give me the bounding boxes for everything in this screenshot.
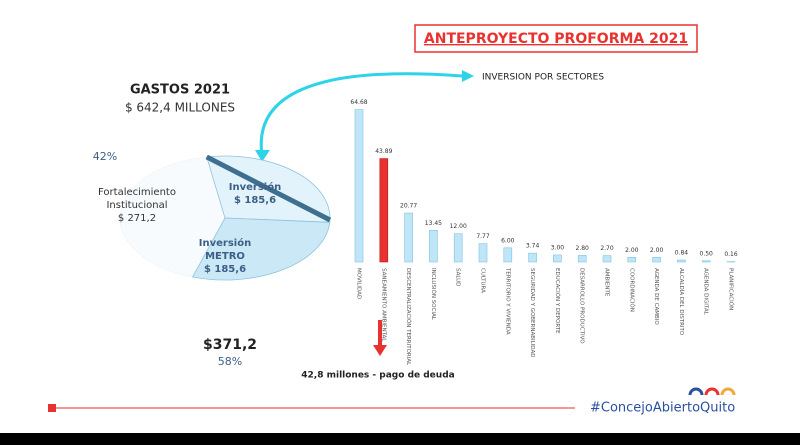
slide-title: ANTEPROYECTO PROFORMA 2021 xyxy=(424,31,688,47)
logo xyxy=(720,387,736,396)
value-label: 3.74 xyxy=(526,243,540,250)
debt-note: 42,8 millones - pago de deuda xyxy=(301,371,454,381)
pie-title: GASTOS 2021 xyxy=(130,83,230,98)
bar xyxy=(627,256,637,263)
pie-subtitle: $ 642,4 MILLONES xyxy=(125,101,235,115)
value-label: 2.80 xyxy=(576,245,590,252)
pie-slice xyxy=(191,217,331,281)
footer-marker xyxy=(48,404,56,412)
connector-arrow xyxy=(259,72,463,156)
value-label: 6.00 xyxy=(501,237,515,244)
value-label: 13.45 xyxy=(425,220,442,227)
category-label: AGENDA DIGITAL xyxy=(703,268,709,316)
bar-chart: 64.68 MOVILIDAD 43.89 SANEAMIENTO AMBIENTAL… xyxy=(350,99,737,366)
slice-divider xyxy=(205,154,332,223)
bar xyxy=(478,243,488,263)
value-label: 0.16 xyxy=(724,251,738,258)
value-label: 12.00 xyxy=(450,223,467,230)
bar xyxy=(528,252,537,263)
bottom-bar xyxy=(0,433,800,445)
bar xyxy=(429,229,438,263)
pie-chart xyxy=(119,154,332,281)
value-label: 2.70 xyxy=(600,245,614,252)
value-label: 2.00 xyxy=(650,247,664,254)
bar xyxy=(553,254,562,263)
bar xyxy=(354,109,364,263)
category-label: DESCENTRALIZACIÓN TERRITORIAL xyxy=(405,268,412,366)
arrow-head xyxy=(255,150,270,162)
arrow-head xyxy=(462,70,474,82)
bar xyxy=(503,247,513,263)
category-label: SALUD xyxy=(455,268,461,286)
share-label: 42% xyxy=(93,150,117,163)
slice-name: Fortalecimiento Institucional xyxy=(98,187,176,211)
value-label: 20.77 xyxy=(400,203,417,210)
logo xyxy=(688,387,704,396)
slice-name: Inversión xyxy=(228,182,282,193)
bar xyxy=(652,256,661,263)
bar xyxy=(677,259,686,263)
slice-value: $ 271,2 xyxy=(117,213,157,224)
category-label: INCLUSIÓN SOCIAL xyxy=(430,268,437,321)
category-label: SANEAMIENTO AMBIENTAL xyxy=(380,268,386,342)
value-label: 2.00 xyxy=(625,247,639,254)
logo xyxy=(704,387,720,396)
slice-value: $ 185,6 xyxy=(203,264,247,275)
category-label: SEGURIDAD Y GOBERNABILIDAD xyxy=(529,268,535,357)
category-label: AGENDA DE CAMBIO xyxy=(653,268,659,325)
slice-label: Inversión $ 185,6 xyxy=(215,181,295,207)
bar xyxy=(602,255,612,263)
category-label: ALCALDÍA DEL DISTRITO xyxy=(678,268,685,336)
total-label: $371,2 xyxy=(203,337,257,353)
bar xyxy=(577,255,587,263)
bar-title: INVERSION POR SECTORES xyxy=(482,73,604,83)
value-label: 0.50 xyxy=(700,250,714,257)
bar xyxy=(453,233,463,263)
category-label: CULTURA xyxy=(480,268,486,293)
category-label: DESARROLLO PRODUCTIVO xyxy=(579,268,585,344)
slice-label: Inversión METRO $ 185,6 xyxy=(185,237,265,276)
category-label: PLANIFICACIÓN xyxy=(728,268,735,310)
pie-slice xyxy=(119,156,226,278)
bar xyxy=(404,212,413,263)
slice-value: $ 185,6 xyxy=(233,195,277,206)
value-label: 64.68 xyxy=(350,99,367,106)
value-label: 7.77 xyxy=(476,233,490,240)
slice-name: Inversión METRO xyxy=(198,238,252,262)
hashtag: #ConcejoAbiertoQuito xyxy=(590,401,735,416)
value-label: 0.84 xyxy=(675,250,689,257)
category-label: TERRITORIO Y VIVIENDA xyxy=(504,267,510,335)
bar xyxy=(379,158,389,263)
bar xyxy=(701,260,711,263)
category-label: AMBIENTE xyxy=(604,268,610,297)
debt-arrow-head xyxy=(373,345,387,356)
slice-label: Fortalecimiento Institucional $ 271,2 xyxy=(82,186,192,225)
title-box xyxy=(414,24,698,53)
category-label: MOVILIDAD xyxy=(356,268,362,299)
value-label: 43.89 xyxy=(375,148,392,155)
value-label: 3.00 xyxy=(551,244,565,251)
category-label: COORDINACIÓN xyxy=(628,268,635,312)
category-label: EDUCACIÓN Y DEPORTE xyxy=(554,268,561,334)
share-label: 58% xyxy=(218,355,242,368)
